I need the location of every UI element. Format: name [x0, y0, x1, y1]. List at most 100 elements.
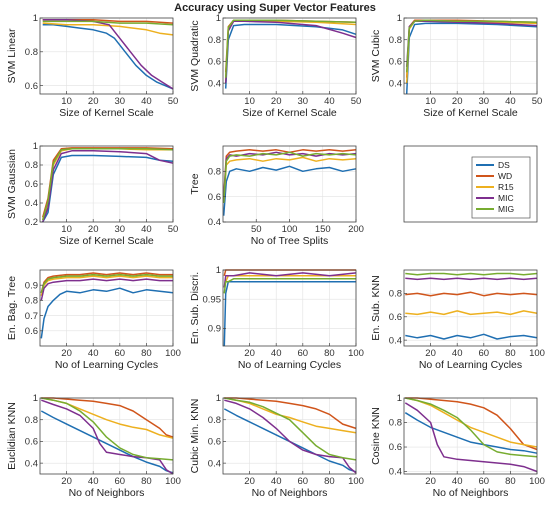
y-tick-label: 0.6: [389, 312, 402, 323]
x-tick-label: 80: [141, 476, 152, 487]
series-line-mic: [224, 20, 357, 84]
series-line-mig: [223, 278, 356, 294]
series-line-wd: [224, 397, 357, 430]
axes-frame: [403, 17, 538, 95]
series-line-ds: [40, 410, 174, 474]
x-tick-label: 100: [165, 348, 181, 359]
x-tick-label: 10: [61, 224, 72, 235]
x-tick-label: 50: [168, 224, 179, 235]
series-line-wd: [40, 272, 173, 293]
y-axis-label: En. Sub. KNN: [370, 275, 382, 340]
series-line-r15: [40, 275, 173, 296]
y-tick-label: 0.8: [25, 415, 38, 426]
series-line-mic: [404, 402, 538, 473]
x-axis-label: No of Neighbors: [69, 487, 145, 499]
series-line-ds: [40, 287, 174, 339]
series-line-ds: [224, 23, 357, 89]
series-line-mig: [224, 397, 357, 461]
series-line-r15: [222, 156, 357, 204]
series-line-wd: [405, 397, 538, 451]
y-axis-label: SVM Gaussian: [6, 149, 18, 219]
series-line-ds: [223, 280, 356, 347]
series-line-r15: [223, 275, 356, 288]
y-tick-label: 0.6: [389, 57, 402, 68]
y-axis-label: Cubic Min. KNN: [189, 399, 201, 474]
y-axis-label: En. Bag. Tree: [6, 276, 18, 340]
x-tick-label: 10: [425, 96, 436, 107]
y-tick-label: 1: [216, 13, 221, 24]
subplot-en-sub-knn: 20 40 60 80 100 0.4 0.6 0.8 No of Learning Cycle…: [370, 269, 545, 371]
y-tick-label: 0.95: [203, 294, 222, 305]
x-tick-label: 80: [324, 348, 335, 359]
y-axis-label: SVM Quadratic: [189, 20, 201, 91]
series-line-ds: [222, 165, 357, 216]
figure-title: Accuracy using Super Vector Features: [174, 2, 376, 14]
axes-frame: [222, 397, 357, 475]
y-tick-label: 0.6: [208, 57, 221, 68]
x-tick-label: 80: [324, 476, 335, 487]
x-axis-label: No of Neighbors: [252, 487, 328, 499]
y-tick-label: 0.8: [389, 289, 402, 300]
x-axis-label: No of Learning Cycles: [238, 359, 341, 371]
x-tick-label: 100: [529, 348, 545, 359]
subplot-en-sub-discri: 20 40 60 80 100 0.9 0.95 1 No of Learning Cycles…: [189, 265, 364, 371]
y-tick-label: 0.6: [25, 81, 38, 92]
y-tick-label: 0.7: [25, 311, 38, 322]
series-line-mic: [405, 277, 538, 281]
legend-entry-ds: DS: [498, 160, 510, 170]
axes-frame: [39, 17, 174, 95]
plot-area: [40, 18, 173, 94]
x-axis-label: No of Learning Cycles: [55, 359, 158, 371]
x-axis-label: Size of Kernel Scale: [59, 235, 154, 247]
y-tick-label: 0.9: [25, 280, 38, 291]
x-tick-label: 20: [88, 96, 99, 107]
y-tick-label: 0.2: [25, 217, 38, 228]
x-tick-label: 30: [115, 96, 126, 107]
x-tick-label: 50: [251, 224, 262, 235]
x-tick-label: 20: [61, 476, 72, 487]
x-tick-label: 60: [115, 476, 126, 487]
axes-frame: [39, 269, 174, 347]
x-axis-label: Size of Kernel Scale: [242, 107, 337, 119]
x-tick-label: 80: [505, 348, 516, 359]
series-line-mic: [42, 18, 174, 90]
x-tick-label: 20: [61, 348, 72, 359]
y-tick-label: 0.8: [389, 418, 402, 429]
y-axis-label: SVM Cubic: [370, 30, 382, 83]
axes-frame: [403, 397, 538, 475]
series-line-r15: [405, 397, 538, 448]
x-tick-label: 20: [244, 348, 255, 359]
y-tick-label: 0.6: [208, 192, 221, 203]
x-tick-label: 80: [141, 348, 152, 359]
plot-area: [404, 270, 537, 346]
series-line-ds: [223, 408, 357, 473]
y-tick-label: 0.8: [208, 35, 221, 46]
series-line-r15: [42, 22, 174, 36]
subplot-en-bag-tree: 20 40 60 80 100 0.6 0.7 0.8 0.9 No of Learning Cy…: [6, 269, 181, 371]
x-tick-label: 50: [168, 96, 179, 107]
x-tick-label: 60: [298, 348, 309, 359]
x-tick-label: 150: [315, 224, 331, 235]
axes-frame: [222, 269, 357, 347]
x-tick-label: 40: [324, 96, 335, 107]
x-axis-label: Size of Kernel Scale: [59, 107, 154, 119]
subplot-svm-cubic: 10 20 30 40 50 0.4 0.6 0.8 1 Size of Kernel Scale…: [370, 13, 542, 119]
series-line-r15: [405, 310, 538, 316]
series-line-mig: [222, 151, 357, 204]
x-tick-label: 100: [165, 476, 181, 487]
y-axis-label: Tree: [189, 173, 201, 194]
x-tick-label: 100: [348, 348, 364, 359]
series-line-mig: [42, 20, 174, 26]
x-tick-label: 40: [452, 348, 463, 359]
series-line-wd: [222, 149, 357, 197]
x-tick-label: 40: [505, 96, 516, 107]
subplot-svm-linear: 10 20 30 40 50 0.6 0.8 1 Size of Kernel Scale SVM…: [6, 13, 178, 119]
x-tick-label: 40: [141, 224, 152, 235]
y-tick-label: 0.8: [25, 160, 38, 171]
x-axis-label: No of Neighbors: [433, 487, 509, 499]
y-tick-label: 0.8: [208, 167, 221, 178]
y-tick-label: 0.4: [208, 458, 221, 469]
series-line-ds: [42, 24, 174, 90]
subplot-cosine-knn: 20 40 60 80 100 0.4 0.6 0.8 1 No of Neighbors Cosi…: [370, 393, 545, 499]
